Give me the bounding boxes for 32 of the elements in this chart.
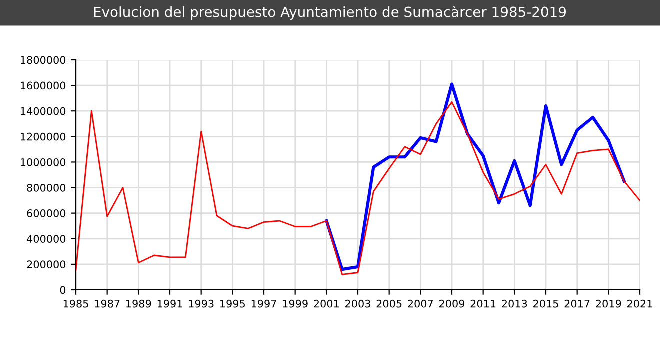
x-tick-label: 2007 bbox=[408, 300, 434, 308]
x-tick-label: 1985 bbox=[64, 300, 88, 308]
chart-title: Evolucion del presupuesto Ayuntamiento de Sumacàrcer 1985-2019 bbox=[94, 6, 566, 20]
x-tick-label: 1987 bbox=[95, 300, 120, 308]
y-tick-label: 800000 bbox=[27, 184, 66, 192]
y-tick-label: 200000 bbox=[27, 260, 66, 269]
y-tick-label: 600000 bbox=[27, 210, 66, 218]
x-tick-label: 1989 bbox=[126, 300, 152, 308]
x-tick-label: 2013 bbox=[502, 300, 528, 308]
y-tick-label: 1400000 bbox=[21, 107, 66, 116]
y-tick-label: 1600000 bbox=[21, 82, 66, 90]
x-tick-label: 1995 bbox=[220, 300, 246, 308]
x-tick-label: 1991 bbox=[158, 300, 182, 308]
x-tick-label: 2011 bbox=[470, 300, 496, 308]
y-tick-label: 1800000 bbox=[21, 56, 66, 64]
line-series bbox=[76, 101, 640, 276]
x-tick-label: 2005 bbox=[376, 300, 402, 308]
line-series bbox=[325, 82, 626, 272]
y-tick-label: 0 bbox=[60, 286, 66, 294]
y-tick-label: 1000000 bbox=[21, 158, 66, 166]
x-tick-label: 2019 bbox=[596, 300, 622, 308]
x-tick-label: 2015 bbox=[534, 300, 558, 308]
x-tick-label: 2017 bbox=[564, 300, 590, 308]
x-tick-label: 2003 bbox=[346, 300, 370, 308]
x-tick-label: 2009 bbox=[440, 300, 465, 308]
x-tick-label: 2021 bbox=[628, 300, 652, 308]
x-tick-label: 1999 bbox=[283, 300, 308, 308]
x-tick-label: 1993 bbox=[189, 300, 214, 308]
y-tick-label: 1200000 bbox=[21, 132, 66, 141]
x-tick-label: 2001 bbox=[314, 300, 339, 308]
y-tick-label: 400000 bbox=[27, 235, 66, 243]
x-tick-label: 1997 bbox=[252, 300, 276, 308]
